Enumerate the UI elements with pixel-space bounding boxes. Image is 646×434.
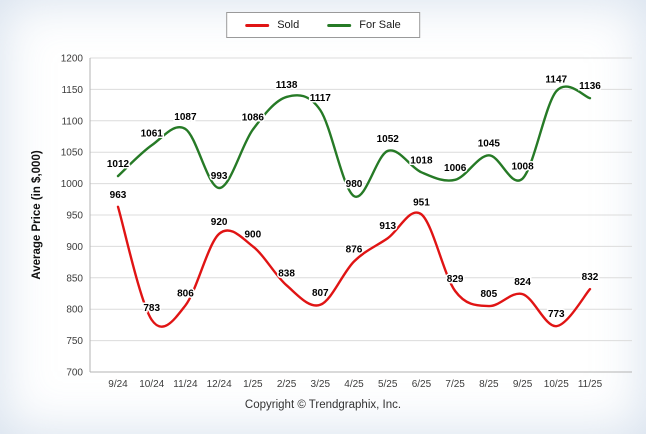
data-label: 829 — [447, 274, 464, 285]
data-label: 1117 — [310, 93, 332, 104]
x-tick-label: 3/25 — [311, 379, 331, 390]
data-label: 1008 — [511, 162, 534, 173]
for-sale-line-swatch — [327, 23, 352, 27]
legend: Sold For Sale — [226, 12, 420, 38]
x-tick-label: 4/25 — [344, 379, 364, 390]
sold-line-swatch — [245, 23, 270, 27]
y-tick-label: 1100 — [61, 116, 83, 127]
data-label: 824 — [514, 277, 531, 288]
data-label: 1061 — [141, 128, 164, 139]
x-tick-label: 9/25 — [513, 379, 533, 390]
series-line-sold — [116, 205, 592, 328]
data-label: 1136 — [579, 81, 601, 92]
y-tick-label: 750 — [66, 336, 83, 347]
data-label: 773 — [548, 309, 565, 320]
data-label: 807 — [312, 288, 329, 299]
data-label: 1018 — [410, 155, 433, 166]
data-label: 993 — [211, 171, 228, 182]
data-label: 832 — [582, 272, 599, 283]
data-label: 951 — [413, 197, 430, 208]
x-tick-label: 5/25 — [378, 379, 398, 390]
data-label: 963 — [110, 190, 127, 201]
x-tick-label: 10/25 — [544, 379, 569, 390]
data-label: 806 — [177, 288, 194, 299]
data-label: 900 — [245, 229, 262, 240]
data-label: 1086 — [242, 113, 265, 124]
x-tick-label: 8/25 — [479, 379, 499, 390]
series-line-for-sale — [116, 85, 592, 198]
legend-item-for-sale: For Sale — [327, 19, 401, 31]
data-label: 913 — [379, 221, 396, 232]
data-label: 1012 — [107, 159, 130, 170]
data-label: 783 — [143, 303, 160, 314]
y-tick-label: 1000 — [61, 179, 84, 190]
legend-item-sold: Sold — [245, 19, 299, 31]
data-label: 980 — [346, 179, 363, 190]
y-tick-label: 850 — [66, 273, 83, 284]
data-label: 1052 — [377, 134, 400, 145]
data-label: 1138 — [276, 80, 298, 91]
y-tick-label: 1200 — [61, 54, 84, 65]
data-label: 1087 — [174, 112, 197, 123]
x-tick-label: 10/24 — [139, 379, 164, 390]
data-label: 1147 — [545, 74, 567, 85]
y-axis-title: Average Price (in $,000) — [31, 150, 43, 280]
x-tick-label: 6/25 — [412, 379, 432, 390]
data-label: 805 — [481, 289, 498, 300]
y-tick-label: 1150 — [61, 85, 83, 96]
x-tick-label: 12/24 — [207, 379, 232, 390]
x-tick-label: 2/25 — [277, 379, 297, 390]
y-tick-label: 950 — [66, 211, 83, 222]
x-tick-label: 11/24 — [173, 379, 198, 390]
copyright-text: Copyright © Trendgraphix, Inc. — [244, 399, 402, 411]
legend-label-sold: Sold — [277, 19, 300, 31]
x-tick-label: 7/25 — [445, 379, 465, 390]
data-label: 920 — [211, 217, 228, 228]
data-label: 1045 — [478, 138, 501, 149]
x-tick-label: 11/25 — [578, 379, 603, 390]
y-tick-label: 700 — [66, 368, 83, 379]
y-tick-label: 1050 — [61, 148, 84, 159]
data-label: 876 — [346, 244, 363, 255]
y-tick-label: 800 — [66, 305, 83, 316]
legend-label-for-sale: For Sale — [359, 19, 401, 31]
y-tick-label: 900 — [66, 242, 83, 253]
x-tick-label: 1/25 — [243, 379, 263, 390]
x-tick-label: 9/24 — [108, 379, 128, 390]
data-label: 1006 — [444, 163, 467, 174]
data-label: 838 — [278, 268, 295, 279]
